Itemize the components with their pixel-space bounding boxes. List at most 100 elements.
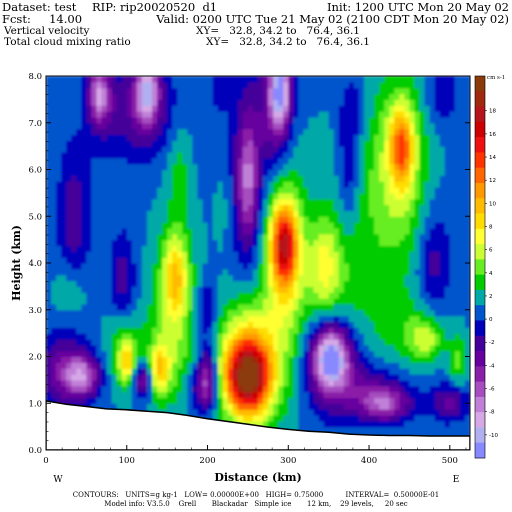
heatmap-cell xyxy=(313,111,320,118)
heatmap-cell xyxy=(288,105,294,112)
heatmap-cell xyxy=(167,157,173,165)
heatmap-cell xyxy=(232,333,239,340)
heatmap-cell xyxy=(454,303,461,311)
heatmap-cell xyxy=(141,338,148,346)
heatmap-cell xyxy=(429,116,436,124)
heatmap-cell xyxy=(263,315,269,323)
heatmap-cell xyxy=(167,257,173,264)
heatmap-cell xyxy=(182,163,188,171)
heatmap-cell xyxy=(126,181,133,188)
heatmap-cell xyxy=(157,239,163,247)
heatmap-cell xyxy=(318,146,325,153)
heatmap-cell xyxy=(384,181,390,188)
heatmap-cell xyxy=(76,286,82,293)
heatmap-cell xyxy=(258,198,264,206)
heatmap-cell xyxy=(454,222,461,229)
heatmap-cell xyxy=(141,379,148,387)
heatmap-cell xyxy=(242,222,249,229)
heatmap-cell xyxy=(454,420,461,428)
heatmap-cell xyxy=(278,169,284,176)
heatmap-cell xyxy=(444,385,451,393)
heatmap-cell xyxy=(434,157,441,165)
heatmap-cell xyxy=(242,163,249,171)
heatmap-cell xyxy=(404,426,411,434)
heatmap-cell xyxy=(399,105,405,112)
heatmap-cell xyxy=(141,134,148,141)
heatmap-cell xyxy=(333,397,340,404)
heatmap-cell xyxy=(419,245,426,252)
heatmap-cell xyxy=(434,122,441,130)
heatmap-cell xyxy=(348,239,355,247)
heatmap-cell xyxy=(96,239,103,247)
heatmap-cell xyxy=(116,350,123,358)
heatmap-cell xyxy=(353,391,360,398)
heatmap-cell xyxy=(353,315,360,323)
heatmap-cell xyxy=(273,420,279,428)
heatmap-cell xyxy=(76,233,82,241)
heatmap-cell xyxy=(369,222,375,229)
heatmap-cell xyxy=(439,116,446,124)
heatmap-cell xyxy=(172,257,178,264)
heatmap-cell xyxy=(222,338,229,346)
heatmap-cell xyxy=(237,192,244,200)
heatmap-cell xyxy=(459,163,466,171)
heatmap-cell xyxy=(374,151,380,159)
heatmap-cell xyxy=(51,105,57,112)
heatmap-cell xyxy=(298,151,305,159)
heatmap-cell xyxy=(444,280,451,287)
heatmap-cell xyxy=(247,245,254,252)
heatmap-cell xyxy=(131,274,138,282)
heatmap-cell xyxy=(278,350,284,358)
heatmap-cell xyxy=(439,233,446,241)
heatmap-cell xyxy=(106,403,113,410)
heatmap-cell xyxy=(454,309,461,317)
heatmap-cell xyxy=(86,321,93,328)
heatmap-cell xyxy=(404,222,411,229)
heatmap-cell xyxy=(177,122,183,130)
heatmap-cell xyxy=(152,257,158,264)
heatmap-cell xyxy=(162,356,168,363)
heatmap-cell xyxy=(162,210,168,217)
heatmap-cell xyxy=(348,333,355,340)
heatmap-cell xyxy=(101,385,108,393)
heatmap-cell xyxy=(318,239,325,247)
heatmap-cell xyxy=(263,116,269,124)
heatmap-cell xyxy=(237,321,244,328)
heatmap-cell xyxy=(162,321,168,328)
heatmap-cell xyxy=(343,257,350,264)
heatmap-cell xyxy=(434,268,441,276)
heatmap-cell xyxy=(348,368,355,375)
heatmap-cell xyxy=(333,163,340,171)
heatmap-cell xyxy=(454,163,461,171)
heatmap-cell xyxy=(71,140,77,147)
heatmap-cell xyxy=(157,403,163,410)
heatmap-cell xyxy=(343,286,350,293)
heatmap-cell xyxy=(61,187,67,194)
heatmap-cell xyxy=(202,391,209,398)
heatmap-cell xyxy=(242,116,249,124)
heatmap-cell xyxy=(293,245,299,252)
heatmap-cell xyxy=(404,379,411,387)
heatmap-cell xyxy=(353,111,360,118)
heatmap-cell xyxy=(394,426,400,434)
heatmap-cell xyxy=(247,391,254,398)
heatmap-cell xyxy=(167,309,173,317)
heatmap-cell xyxy=(414,315,421,323)
heatmap-cell xyxy=(207,116,214,124)
heatmap-cell xyxy=(237,181,244,188)
heatmap-cell xyxy=(358,122,365,130)
heatmap-cell xyxy=(268,163,274,171)
heatmap-cell xyxy=(237,409,244,416)
heatmap-cell xyxy=(434,227,441,235)
heatmap-cell xyxy=(303,391,310,398)
heatmap-cell xyxy=(343,356,350,363)
heatmap-cell xyxy=(86,116,93,124)
heatmap-cell xyxy=(242,280,249,287)
heatmap-cell xyxy=(434,403,441,410)
heatmap-cell xyxy=(374,146,380,153)
heatmap-cell xyxy=(232,105,239,112)
heatmap-cell xyxy=(232,397,239,404)
heatmap-cell xyxy=(434,140,441,147)
heatmap-cell xyxy=(141,122,148,130)
heatmap-cell xyxy=(126,298,133,305)
